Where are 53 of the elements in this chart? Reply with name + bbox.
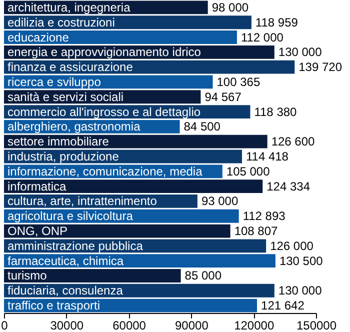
y-tick-label: cultura, arte, intrattenimento bbox=[8, 194, 158, 208]
data-label: 85 000 bbox=[184, 268, 222, 283]
y-tick-label: ricerca e sviluppo bbox=[8, 74, 102, 89]
y-tick-label: commercio all'ingrosso e al dettaglio bbox=[8, 104, 201, 119]
y-tick-label: informazione, comunicazione, media bbox=[8, 164, 203, 178]
data-label: 114 418 bbox=[246, 150, 289, 164]
y-tick-label: educazione bbox=[8, 30, 70, 44]
data-label: 126 000 bbox=[270, 238, 314, 253]
x-tick-label: 0 bbox=[1, 318, 8, 332]
data-label: 124 334 bbox=[266, 179, 310, 194]
y-tick-label: farmaceutica, chimica bbox=[8, 254, 124, 268]
x-tick-label: 120000 bbox=[234, 318, 274, 332]
data-label: 112 000 bbox=[240, 30, 284, 44]
data-label: 130 000 bbox=[278, 284, 322, 298]
y-tick-label: agricoltura e silvicoltura bbox=[8, 209, 134, 224]
y-tick-label: architettura, ingegneria bbox=[8, 0, 131, 14]
y-tick-label: ONG, ONP bbox=[8, 224, 68, 238]
data-label: 94 567 bbox=[204, 90, 242, 104]
y-tick-label: finanza e assicurazione bbox=[8, 60, 134, 74]
data-label: 112 893 bbox=[242, 209, 286, 224]
y-tick-label: fiduciaria, consulenza bbox=[8, 284, 124, 298]
data-label: 98 000 bbox=[212, 0, 249, 14]
data-label: 130 000 bbox=[278, 45, 322, 60]
x-tick-label: 60000 bbox=[112, 318, 146, 332]
y-tick-label: amministrazione pubblica bbox=[8, 238, 144, 253]
x-tick-label: 30000 bbox=[50, 318, 84, 332]
data-label: 93 000 bbox=[201, 194, 238, 208]
y-tick-label: sanità e servizi sociali bbox=[8, 90, 124, 104]
data-label: 100 365 bbox=[216, 74, 260, 89]
data-label: 130 500 bbox=[279, 254, 324, 268]
y-tick-label: energia e approvvigionamento idrico bbox=[8, 45, 202, 60]
y-tick-label: alberghiero, gastronomia bbox=[8, 120, 141, 134]
data-label: 139 720 bbox=[298, 60, 342, 74]
bar bbox=[4, 134, 268, 148]
bar bbox=[4, 30, 237, 44]
x-tick-label: 150000 bbox=[296, 318, 337, 332]
y-tick-label: turismo bbox=[8, 268, 48, 283]
data-label: 121 642 bbox=[261, 298, 305, 313]
y-tick-label: industria, produzione bbox=[8, 150, 120, 164]
bar bbox=[4, 269, 181, 282]
bar bbox=[4, 298, 258, 312]
y-tick-label: traffico e trasporti bbox=[8, 298, 100, 313]
x-tick-label: 90000 bbox=[175, 318, 209, 332]
data-label: 108 807 bbox=[234, 224, 278, 238]
data-label: 105 000 bbox=[226, 164, 270, 178]
data-label: 118 380 bbox=[254, 104, 298, 119]
y-tick-label: informatica bbox=[8, 179, 67, 194]
data-label: 118 959 bbox=[255, 15, 298, 30]
y-tick-label: edilizia e costruzioni bbox=[8, 15, 115, 30]
data-label: 126 600 bbox=[271, 134, 316, 149]
bar bbox=[4, 180, 263, 194]
data-label: 84 500 bbox=[184, 120, 221, 134]
y-tick-label: settore immobiliare bbox=[8, 134, 110, 149]
